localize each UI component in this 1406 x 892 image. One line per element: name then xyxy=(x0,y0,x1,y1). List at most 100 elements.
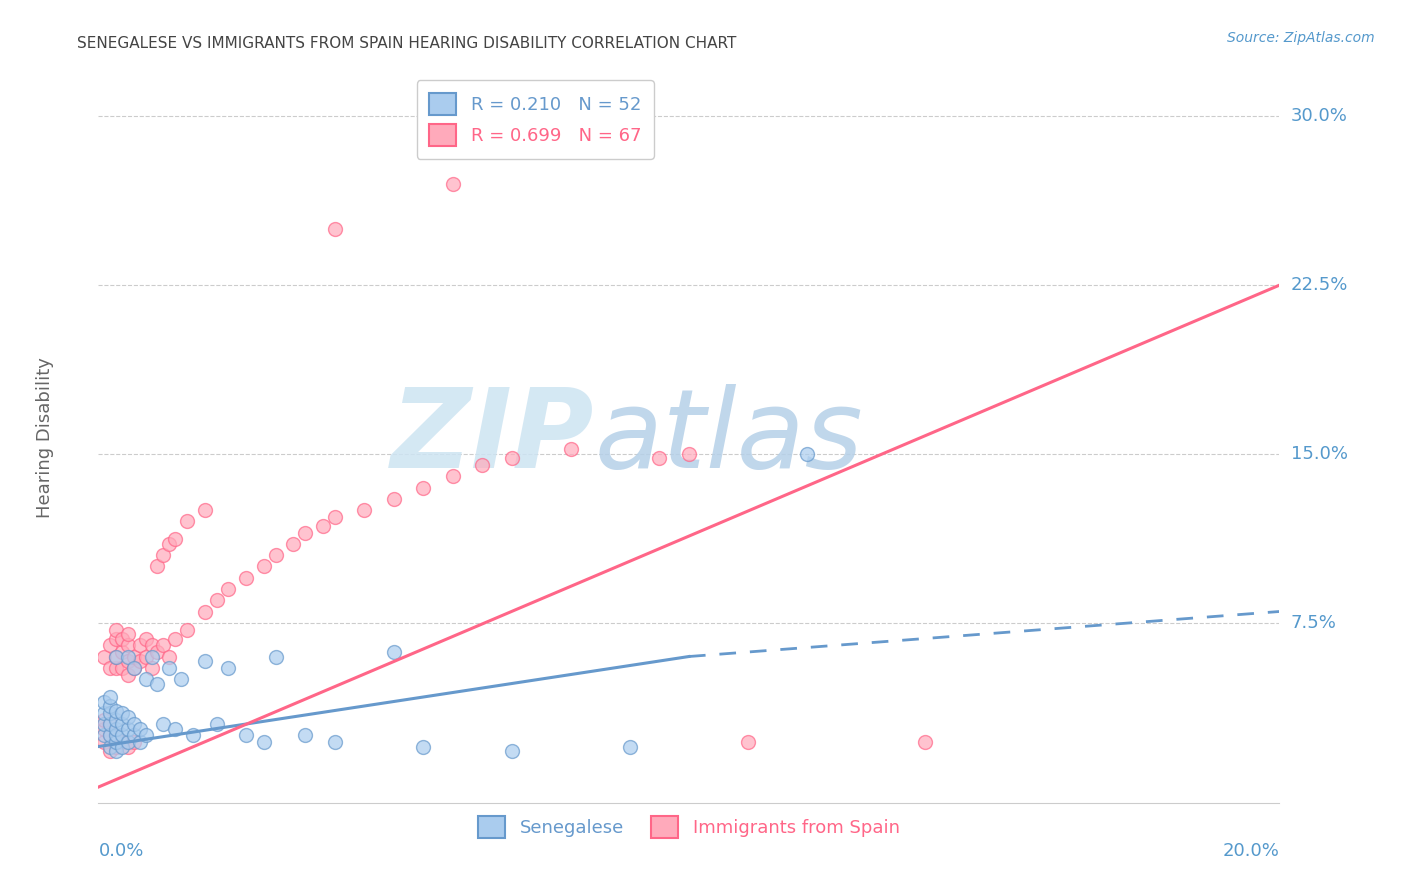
Point xyxy=(648,451,671,466)
Point xyxy=(128,654,150,668)
Point xyxy=(141,661,163,675)
Point xyxy=(105,728,128,742)
Point xyxy=(122,661,145,675)
Point xyxy=(105,735,128,749)
Text: Hearing Disability: Hearing Disability xyxy=(37,357,55,517)
Point xyxy=(105,704,128,718)
Point xyxy=(93,649,115,664)
Point xyxy=(176,623,198,637)
Point xyxy=(98,717,121,731)
Legend: Senegalese, Immigrants from Spain: Senegalese, Immigrants from Spain xyxy=(471,808,907,845)
Text: 20.0%: 20.0% xyxy=(1223,842,1279,860)
Point xyxy=(117,722,139,736)
Point xyxy=(105,728,128,742)
Point xyxy=(412,481,434,495)
Point xyxy=(165,632,187,646)
Point xyxy=(111,739,134,754)
Point xyxy=(93,735,115,749)
Text: 0.0%: 0.0% xyxy=(98,842,143,860)
Point xyxy=(283,537,305,551)
Point xyxy=(105,632,128,646)
Point xyxy=(98,717,121,731)
Text: 15.0%: 15.0% xyxy=(1291,445,1347,463)
Point xyxy=(117,739,139,754)
Point xyxy=(111,706,134,720)
Point xyxy=(98,638,121,652)
Text: atlas: atlas xyxy=(595,384,863,491)
Point xyxy=(205,717,228,731)
Point xyxy=(122,717,145,731)
Point xyxy=(141,638,163,652)
Point xyxy=(98,699,121,714)
Point xyxy=(146,676,169,690)
Point xyxy=(382,645,405,659)
Point xyxy=(122,661,145,675)
Point xyxy=(105,661,128,675)
Point xyxy=(111,632,134,646)
Point xyxy=(235,571,257,585)
Text: 22.5%: 22.5% xyxy=(1291,277,1348,294)
Point xyxy=(122,728,145,742)
Point xyxy=(117,649,139,664)
Point xyxy=(217,661,239,675)
Point xyxy=(111,728,134,742)
Point xyxy=(165,533,187,547)
Point xyxy=(141,649,163,664)
Point xyxy=(117,667,139,681)
Point xyxy=(441,177,464,191)
Point xyxy=(93,713,115,727)
Point xyxy=(111,645,134,659)
Point xyxy=(678,447,700,461)
Point xyxy=(98,661,121,675)
Point xyxy=(111,717,134,731)
Point xyxy=(157,661,180,675)
Point xyxy=(253,735,276,749)
Point xyxy=(264,548,287,562)
Point xyxy=(152,638,174,652)
Point xyxy=(93,722,115,736)
Point xyxy=(264,649,287,664)
Point xyxy=(471,458,494,473)
Point xyxy=(135,672,157,686)
Point xyxy=(122,649,145,664)
Point xyxy=(98,744,121,758)
Point xyxy=(117,710,139,724)
Point xyxy=(181,728,204,742)
Point xyxy=(323,735,346,749)
Point xyxy=(217,582,239,596)
Point xyxy=(146,559,169,574)
Point xyxy=(117,735,139,749)
Point xyxy=(323,510,346,524)
Point xyxy=(128,722,150,736)
Point xyxy=(117,654,139,668)
Text: 30.0%: 30.0% xyxy=(1291,107,1347,126)
Point xyxy=(117,627,139,641)
Point xyxy=(128,638,150,652)
Point xyxy=(294,728,316,742)
Point xyxy=(93,728,115,742)
Point xyxy=(98,706,121,720)
Point xyxy=(501,744,523,758)
Point xyxy=(194,605,217,619)
Point xyxy=(323,222,346,236)
Point xyxy=(382,491,405,506)
Point xyxy=(157,537,180,551)
Text: ZIP: ZIP xyxy=(391,384,595,491)
Point xyxy=(737,735,759,749)
Point xyxy=(194,654,217,668)
Point xyxy=(353,503,375,517)
Point xyxy=(176,515,198,529)
Point xyxy=(117,638,139,652)
Point xyxy=(105,649,128,664)
Point xyxy=(294,525,316,540)
Point xyxy=(98,739,121,754)
Point xyxy=(152,717,174,731)
Point xyxy=(135,632,157,646)
Point xyxy=(441,469,464,483)
Point xyxy=(111,661,134,675)
Text: SENEGALESE VS IMMIGRANTS FROM SPAIN HEARING DISABILITY CORRELATION CHART: SENEGALESE VS IMMIGRANTS FROM SPAIN HEAR… xyxy=(77,36,737,51)
Point xyxy=(253,559,276,574)
Point xyxy=(93,717,115,731)
Point xyxy=(312,519,335,533)
Point xyxy=(170,672,193,686)
